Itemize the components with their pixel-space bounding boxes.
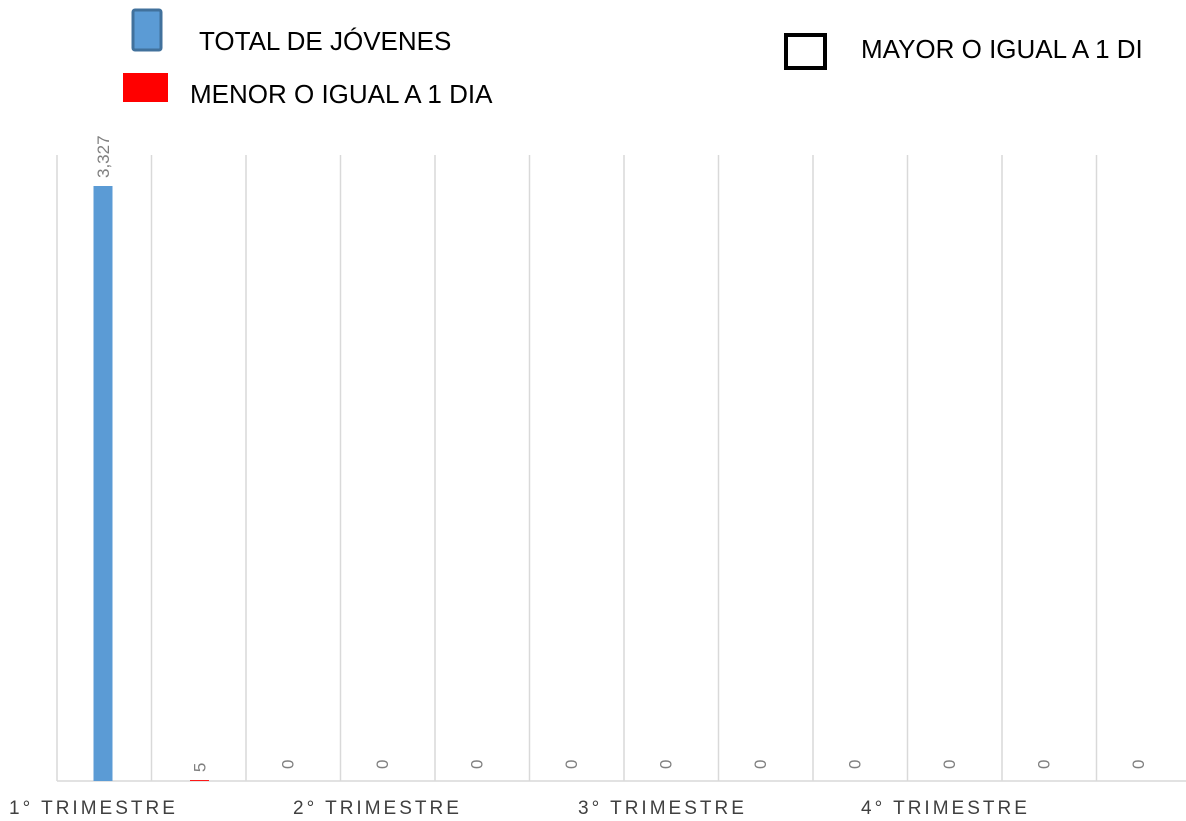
- legend-label-menor: MENOR O IGUAL A 1 DIA: [190, 79, 493, 109]
- data-label: 3,327: [94, 135, 113, 178]
- gridlines: [56, 155, 1186, 782]
- data-label: 0: [467, 760, 486, 769]
- legend-swatch-total: [131, 8, 163, 52]
- data-label: 0: [845, 760, 864, 769]
- bars: [93, 186, 209, 781]
- data-label: 0: [751, 760, 770, 769]
- category-label: 3° TRIMESTRE: [578, 798, 747, 819]
- legend-label-total: TOTAL DE JÓVENES: [199, 26, 451, 56]
- legend-label-mayor: MAYOR O IGUAL A 1 DI: [861, 34, 1143, 64]
- legend-swatch-mayor: [784, 33, 827, 70]
- category-label: 4° TRIMESTRE: [861, 798, 1030, 819]
- data-label: 0: [562, 760, 581, 769]
- category-axis: 1° TRIMESTRE 2° TRIMESTRE 3° TRIMESTRE 4° T…: [9, 798, 1030, 819]
- category-label: 2° TRIMESTRE: [293, 798, 462, 819]
- legend: TOTAL DE JÓVENES MENOR O IGUAL A 1 DIA M…: [123, 8, 1143, 109]
- data-label: 0: [940, 760, 959, 769]
- data-label: 0: [278, 760, 297, 769]
- data-label: 0: [656, 760, 675, 769]
- data-labels: 3,327 5 0 0 0 0 0 0 0 0 0 0: [94, 135, 1148, 772]
- data-label: 0: [1034, 760, 1053, 769]
- bar: [190, 780, 209, 781]
- data-label: 0: [373, 760, 392, 769]
- legend-swatch-menor: [123, 73, 168, 102]
- category-label: 1° TRIMESTRE: [9, 798, 178, 819]
- data-label: 5: [191, 763, 210, 772]
- data-label: 0: [1129, 760, 1148, 769]
- bar: [93, 186, 113, 781]
